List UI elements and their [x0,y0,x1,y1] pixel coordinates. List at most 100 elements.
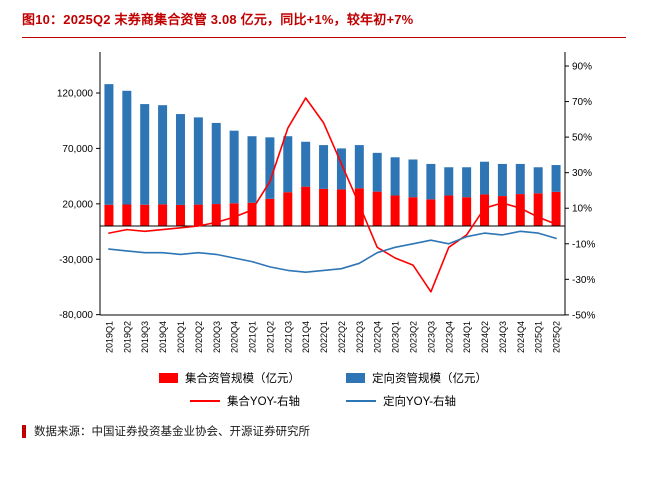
x-axis-tick-label: 2019Q2 [122,321,132,353]
x-axis-tick-label: 2021Q3 [283,321,293,353]
x-axis-tick-label: 2023Q3 [426,321,436,353]
bars-group [104,84,561,226]
right-axis-tick-label: -50% [572,310,595,321]
x-axis-tick-label: 2022Q1 [319,321,329,353]
left-axis-tick-label: 70,000 [62,144,93,155]
right-axis-tick-label: 30% [572,168,592,179]
directional-bar-segment [229,130,239,204]
x-axis-tick-label: 2023Q1 [391,321,401,353]
right-axis-tick-label: -30% [572,275,595,286]
x-axis-tick-label: 2019Q3 [140,321,150,353]
collective-bar-segment [229,203,239,226]
collective-bar-segment [408,197,418,226]
left-axis-tick-label: 20,000 [62,199,93,210]
collective-bar-segment [354,188,364,226]
legend-label: 集合YOY-右轴 [226,396,300,408]
directional-bar-segment [122,90,132,205]
directional-bar-segment [247,136,257,203]
x-axis-tick-label: 2022Q3 [355,321,365,353]
collective-bar-segment [497,196,507,226]
data-source-note: 数据来源：中国证券投资基金业协会、开源证券研究所 [34,426,310,438]
directional-bar-segment [283,136,293,193]
left-axis-tick-label: -80,000 [59,310,93,321]
collective-bar-segment [462,197,472,226]
legend-item-directional-yoy: 定向YOY-右轴 [346,393,456,409]
collective-bar-segment [175,204,185,226]
right-axis-tick-label: 90% [572,62,592,73]
directional-bar-segment [319,145,329,189]
directional-bar-segment [390,157,400,196]
directional-bar-segment [211,122,221,205]
directional-bar-segment [533,167,543,194]
collective-bar-segment [336,189,346,226]
x-axis-tick-label: 2020Q1 [176,321,186,353]
axes-group [96,52,569,316]
legend-row-bars: 集合资管规模（亿元） 定向资管规模（亿元） [159,370,487,386]
x-axis-tick-label: 2024Q3 [498,321,508,353]
chart-legend: 集合资管规模（亿元） 定向资管规模（亿元） 集合YOY-右轴 定向YOY-右轴 [0,370,646,409]
x-axis-tick-label: 2022Q2 [337,321,347,353]
directional-bar-segment [515,163,525,195]
x-axis-tick-label: 2019Q1 [104,321,114,353]
left-axis-tick-label: 120,000 [57,89,94,100]
collective-bar-segment [372,191,382,226]
x-axis-tick-label: 2019Q4 [158,321,168,353]
right-axis-tick-label: 70% [572,97,592,108]
x-axis-tick-label: 2020Q2 [194,321,204,353]
x-axis-tick-label: 2024Q2 [480,321,490,353]
directional-bar-segment [444,167,454,196]
yoy-line [108,230,557,273]
legend-label: 集合资管规模（亿元） [185,373,300,385]
chart-canvas: 120,000 70,000 20,000 -30,000 -80,000 90% 70% 5… [57,52,596,353]
axis-labels-group: 120,000 70,000 20,000 -30,000 -80,000 90% 70% 5… [57,62,596,322]
right-axis-tick-label: 50% [572,133,592,144]
collective-bar-segment [515,194,525,226]
collective-bar-segment [480,194,490,226]
directional-bar-segment [336,148,346,190]
collective-bar-segment [444,195,454,226]
directional-bar-segment [462,167,472,198]
blue-line-swatch-icon [346,399,376,403]
x-axis-tick-label: 2024Q1 [462,321,472,353]
directional-bar-segment [175,114,185,205]
directional-bar-segment [265,137,275,199]
collective-bar-segment [122,204,132,226]
red-bar-swatch-icon [159,373,178,383]
legend-item-collective-yoy: 集合YOY-右轴 [189,393,300,409]
legend-row-lines: 集合YOY-右轴 定向YOY-右轴 [189,393,456,409]
directional-bar-segment [354,145,364,189]
directional-bar-segment [408,159,418,198]
collective-bar-segment [193,204,203,226]
x-axis-tick-label: 2021Q1 [248,321,258,353]
figure-header: 图10：2025Q2 末券商集合资管 3.08 亿元，同比+1%，较年初+7% [22,10,626,38]
collective-bar-segment [140,204,150,226]
yoy-line [108,97,557,293]
legend-item-directional-scale: 定向资管规模（亿元） [346,370,487,386]
legend-item-collective-scale: 集合资管规模（亿元） [159,370,300,386]
chart-title: 图10：2025Q2 末券商集合资管 3.08 亿元，同比+1%，较年初+7% [22,12,414,27]
x-axis-tick-label: 2020Q3 [212,321,222,353]
red-line-swatch-icon [189,399,220,403]
collective-bar-segment [390,195,400,226]
right-axis-tick-label: 10% [572,204,592,215]
directional-bar-segment [426,163,436,200]
figure-footer: 数据来源：中国证券投资基金业协会、开源证券研究所 [22,423,626,439]
directional-bar-segment [497,163,507,197]
collective-bar-segment [301,186,311,226]
collective-bar-segment [283,192,293,226]
x-axis-tick-label: 2021Q2 [265,321,275,353]
collective-bar-segment [551,191,561,226]
collective-bar-segment [104,204,114,226]
figure-container: 图10：2025Q2 末券商集合资管 3.08 亿元，同比+1%，较年初+7% … [0,10,646,481]
x-axis-tick-label: 2022Q4 [373,321,383,353]
legend-label: 定向资管规模（亿元） [372,373,487,385]
left-axis-tick-label: -30,000 [59,255,93,266]
directional-bar-segment [551,165,561,192]
collective-bar-segment [426,199,436,226]
directional-bar-segment [140,104,150,205]
collective-bar-segment [265,198,275,226]
collective-bar-segment [319,188,329,226]
directional-bar-segment [301,141,311,187]
x-axis-tick-label: 2020Q4 [230,321,240,353]
red-accent-bar [22,424,26,438]
